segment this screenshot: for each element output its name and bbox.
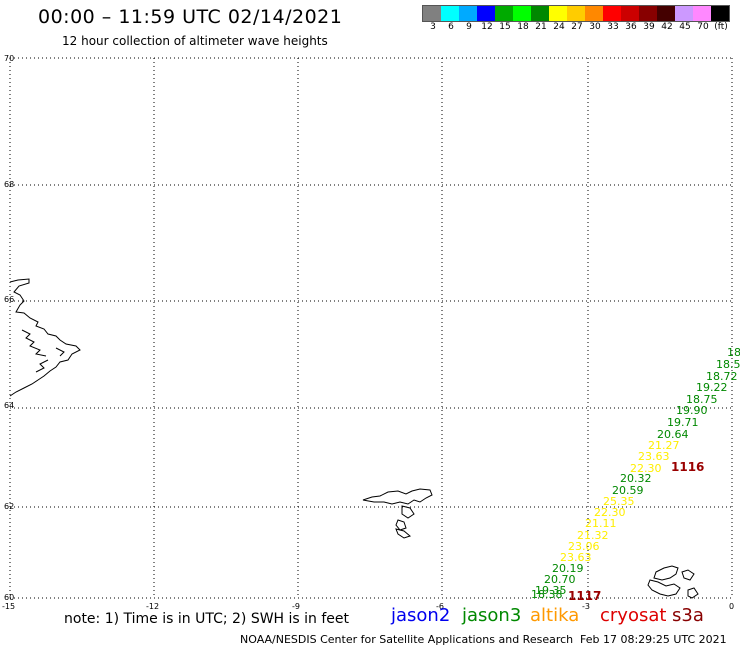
observation-label: 20.70 bbox=[544, 573, 576, 586]
observation-label: 18.5 bbox=[716, 358, 740, 371]
legend-label: 15 bbox=[499, 22, 511, 32]
legend-label: 3 bbox=[430, 22, 436, 32]
legend-swatch bbox=[675, 6, 693, 21]
altimeter-observations: 1818.518.7219.2218.7519.9019.7120.6421.2… bbox=[531, 346, 740, 601]
lon-label-m12: -12 bbox=[146, 602, 159, 611]
legend-label: 9 bbox=[466, 22, 472, 32]
legend-label: 24 bbox=[553, 22, 565, 32]
legend-swatch bbox=[441, 6, 459, 21]
credit-line: NOAA/NESDIS Center for Satellite Applica… bbox=[240, 633, 574, 646]
observation-label: 20.32 bbox=[620, 472, 652, 485]
legend-swatch bbox=[585, 6, 603, 21]
legend-swatch bbox=[567, 6, 585, 21]
observation-label: 22.30 bbox=[630, 462, 662, 475]
mission-cryosat: cryosat bbox=[600, 605, 667, 626]
legend-swatch bbox=[711, 6, 729, 21]
legend-label: 18 bbox=[517, 22, 529, 32]
observation-label: 23.63 bbox=[560, 551, 592, 564]
legend-swatch bbox=[693, 6, 711, 21]
legend-label: 30 bbox=[589, 22, 601, 32]
mission-jason3: jason3 bbox=[462, 605, 522, 626]
legend-swatch bbox=[603, 6, 621, 21]
legend-label: 33 bbox=[607, 22, 619, 32]
observation-label: 19.35 bbox=[535, 584, 567, 597]
shetland-islands bbox=[647, 565, 699, 599]
observation-label: 20.64 bbox=[657, 428, 689, 441]
observation-label: 23.63 bbox=[638, 450, 670, 463]
legend-label: 6 bbox=[448, 22, 454, 32]
legend-label: (ft) bbox=[714, 22, 728, 32]
legend-label: 39 bbox=[643, 22, 655, 32]
page-title: 00:00 – 11:59 UTC 02/14/2021 bbox=[38, 6, 343, 28]
legend-swatch bbox=[495, 6, 513, 21]
legend-swatch bbox=[549, 6, 567, 21]
observation-label: 23.06 bbox=[568, 540, 600, 553]
track-id-1117: 1117 bbox=[568, 589, 601, 603]
observation-label: 19.71 bbox=[667, 416, 699, 429]
page-subtitle: 12 hour collection of altimeter wave hei… bbox=[62, 34, 328, 48]
observation-label: 22.30 bbox=[594, 506, 626, 519]
observation-label: 18 bbox=[727, 346, 740, 359]
legend-label: 21 bbox=[535, 22, 547, 32]
track-id-1116: 1116 bbox=[671, 460, 704, 474]
observation-label: 19.90 bbox=[676, 404, 708, 417]
iceland-coastline bbox=[9, 278, 81, 397]
observation-label: 21.11 bbox=[585, 517, 617, 530]
observation-label: 21.27 bbox=[648, 439, 680, 452]
lon-label-m15: -15 bbox=[2, 602, 15, 611]
observation-label: 18.75 bbox=[686, 393, 718, 406]
legend-label: 12 bbox=[481, 22, 493, 32]
observation-label: 25.35 bbox=[603, 495, 635, 508]
legend-label: 36 bbox=[625, 22, 637, 32]
observation-label: 18.72 bbox=[706, 370, 738, 383]
lat-label-66: 66 bbox=[4, 295, 14, 304]
observation-label: 21.32 bbox=[577, 529, 609, 542]
lat-label-62: 62 bbox=[4, 502, 14, 511]
graticule bbox=[9, 57, 733, 599]
legend-swatch bbox=[423, 6, 441, 21]
faroe-islands bbox=[362, 488, 433, 539]
legend-label: 45 bbox=[679, 22, 691, 32]
lat-label-68: 68 bbox=[4, 180, 14, 189]
legend-swatch bbox=[477, 6, 495, 21]
legend-label: 70 bbox=[697, 22, 709, 32]
units-note: note: 1) Time is in UTC; 2) SWH is in fe… bbox=[64, 611, 350, 627]
mission-altika: altika bbox=[530, 605, 580, 626]
observation-label: 20.19 bbox=[552, 562, 584, 575]
color-legend bbox=[422, 5, 730, 22]
lat-label-64: 64 bbox=[4, 401, 14, 410]
lon-label-m3: -3 bbox=[582, 602, 590, 611]
legend-label: 27 bbox=[571, 22, 583, 32]
legend-label: 42 bbox=[661, 22, 673, 32]
observation-label: 20.59 bbox=[612, 484, 644, 497]
observation-label: 19.22 bbox=[696, 381, 728, 394]
iceland-fjords bbox=[21, 329, 65, 373]
lon-label-m9: -9 bbox=[292, 602, 300, 611]
mission-jason2: jason2 bbox=[391, 605, 451, 626]
legend-swatch bbox=[531, 6, 549, 21]
legend-swatch bbox=[621, 6, 639, 21]
legend-swatch bbox=[639, 6, 657, 21]
legend-swatch bbox=[657, 6, 675, 21]
mission-s3a: s3a bbox=[672, 605, 704, 626]
observation-label: 18.38 bbox=[531, 588, 563, 601]
generated-timestamp: Feb 17 08:29:25 UTC 2021 bbox=[580, 633, 727, 646]
legend-swatch bbox=[513, 6, 531, 21]
legend-swatch bbox=[459, 6, 477, 21]
lon-label-0: 0 bbox=[729, 602, 734, 611]
lat-label-60: 60 bbox=[4, 593, 14, 602]
lon-label-m6: -6 bbox=[436, 602, 444, 611]
lat-label-70: 70 bbox=[4, 54, 14, 63]
